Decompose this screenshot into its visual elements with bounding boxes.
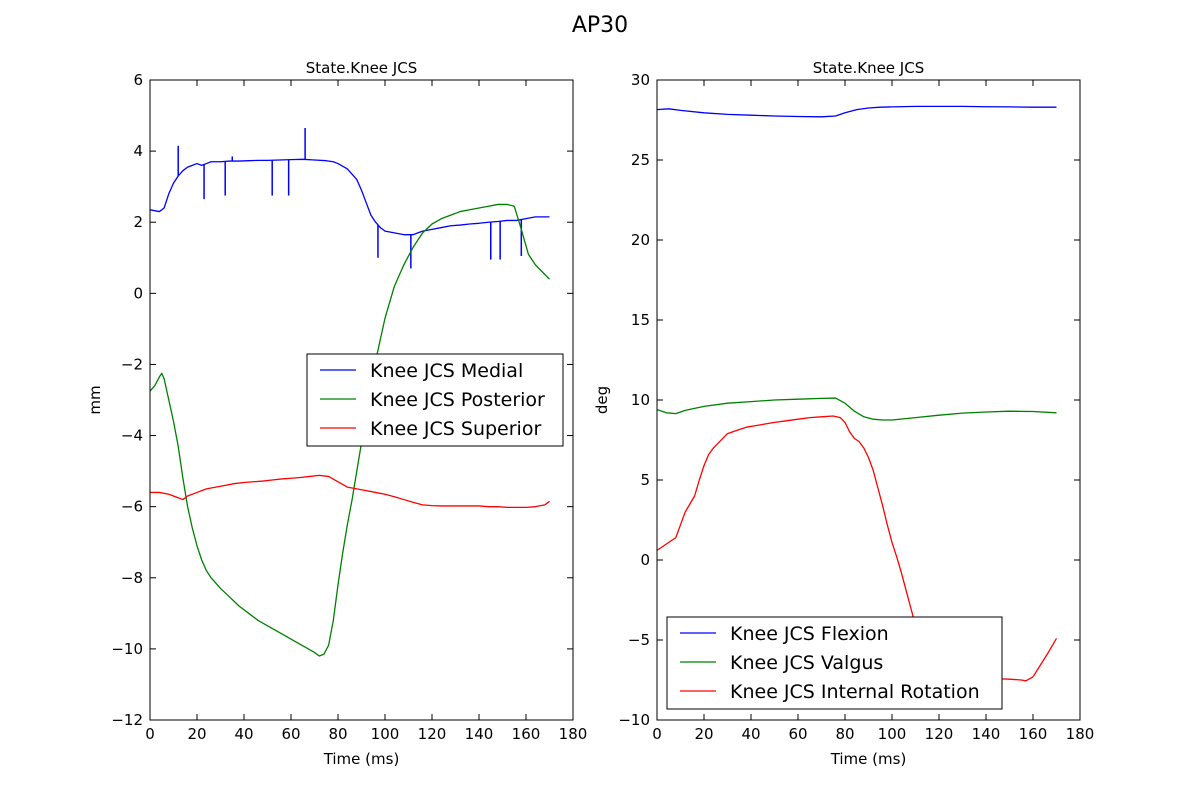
x-tick-label: 40 — [234, 725, 253, 743]
y-tick-label: −8 — [121, 569, 143, 587]
plot-area — [150, 128, 550, 657]
y-axis-label: mm — [86, 385, 104, 414]
x-tick-label: 120 — [925, 725, 954, 743]
y-tick-label: −12 — [111, 711, 143, 729]
x-tick-label: 0 — [145, 725, 155, 743]
x-tick-label: 80 — [835, 725, 854, 743]
y-tick-label: 0 — [133, 284, 143, 302]
y-tick-label: 10 — [631, 391, 650, 409]
legend-label: Knee JCS Posterior — [370, 389, 545, 411]
x-tick-label: 60 — [788, 725, 807, 743]
series-line-3 — [150, 474, 550, 509]
y-tick-label: 20 — [631, 231, 650, 249]
x-tick-label: 20 — [187, 725, 206, 743]
x-tick-label: 140 — [465, 725, 494, 743]
legend-box — [306, 353, 564, 447]
x-tick-label: 100 — [878, 725, 907, 743]
x-tick-label: 160 — [1019, 725, 1048, 743]
x-tick-label: 0 — [652, 725, 662, 743]
y-tick-label: 30 — [631, 71, 650, 89]
y-tick-label: −10 — [111, 640, 143, 658]
y-tick-label: 0 — [640, 551, 650, 569]
x-axis-label: Time (ms) — [830, 750, 907, 768]
legend-label: Knee JCS Medial — [370, 360, 523, 382]
x-axis-label: Time (ms) — [323, 750, 400, 768]
y-tick-label: −10 — [618, 711, 650, 729]
series-line-2 — [150, 203, 550, 657]
figure-title: AP30 — [572, 13, 628, 38]
right-panel: 0 20 40 60 80 100 120 140 160 180 −10 −5 0 5 10 15 20 25 3… — [593, 59, 1094, 768]
legend: Knee JCS Flexion Knee JCS Valgus Knee JCS … — [666, 616, 1003, 710]
series-line-1 — [657, 105, 1057, 118]
axes-frame — [149, 79, 574, 721]
series-line-2 — [657, 397, 1057, 421]
left-panel: 0 20 40 60 80 100 120 140 160 180 −12 −10 −8 −6 −4 −2 0 2… — [86, 59, 587, 768]
y-tick-label: 15 — [631, 311, 650, 329]
y-axis-label: deg — [593, 386, 611, 414]
y-tick-label: −5 — [628, 631, 650, 649]
x-tick-label: 120 — [418, 725, 447, 743]
legend-box — [666, 616, 1003, 710]
panel-title: State.Knee JCS — [306, 59, 417, 77]
y-tick-label: 5 — [640, 471, 650, 489]
panel-title: State.Knee JCS — [813, 59, 924, 77]
legend-label: Knee JCS Internal Rotation — [730, 681, 980, 703]
y-tick-label: −6 — [121, 498, 143, 516]
series-line-1 — [150, 158, 550, 236]
x-tick-label: 180 — [559, 725, 588, 743]
x-tick-label: 100 — [371, 725, 400, 743]
x-tick-label: 20 — [694, 725, 713, 743]
legend-label: Knee JCS Flexion — [730, 623, 889, 645]
y-tick-label: 6 — [133, 71, 143, 89]
x-tick-label: 180 — [1066, 725, 1095, 743]
x-tick-label: 140 — [972, 725, 1001, 743]
y-tick-label: −2 — [121, 355, 143, 373]
x-tick-label: 40 — [741, 725, 760, 743]
x-tick-label: 80 — [328, 725, 347, 743]
x-tick-label: 160 — [512, 725, 541, 743]
y-tick-label: 2 — [133, 213, 143, 231]
y-tick-label: 4 — [133, 142, 143, 160]
legend-label: Knee JCS Valgus — [730, 652, 883, 674]
legend: Knee JCS Medial Knee JCS Posterior Knee JC… — [306, 353, 564, 447]
y-tick-label: −4 — [121, 427, 143, 445]
y-tick-label: 25 — [631, 151, 650, 169]
legend-label: Knee JCS Superior — [370, 418, 541, 440]
x-tick-label: 60 — [281, 725, 300, 743]
